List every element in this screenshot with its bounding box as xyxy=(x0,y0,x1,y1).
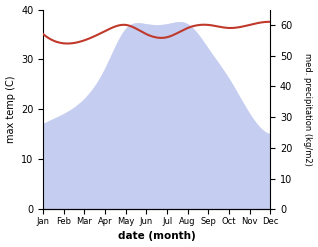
Y-axis label: max temp (C): max temp (C) xyxy=(5,76,16,143)
Y-axis label: med. precipitation (kg/m2): med. precipitation (kg/m2) xyxy=(303,53,313,166)
X-axis label: date (month): date (month) xyxy=(118,231,196,242)
